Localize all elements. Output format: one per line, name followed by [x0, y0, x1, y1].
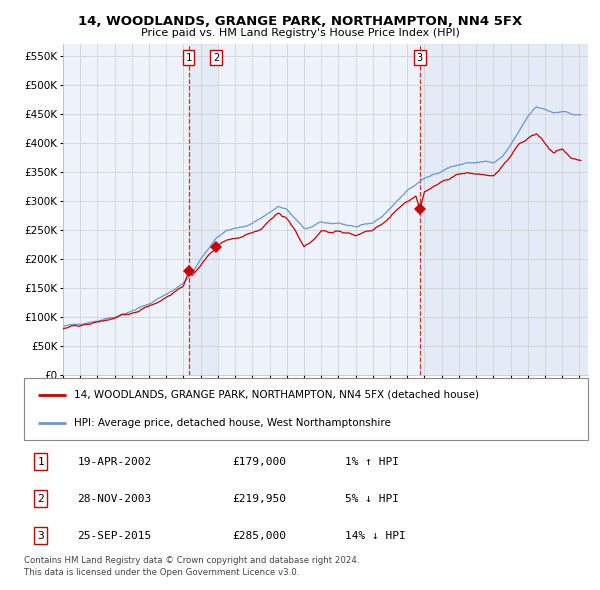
FancyBboxPatch shape	[24, 378, 588, 440]
Text: 1: 1	[185, 53, 192, 63]
Text: Contains HM Land Registry data © Crown copyright and database right 2024.
This d: Contains HM Land Registry data © Crown c…	[24, 556, 359, 577]
Text: 19-APR-2002: 19-APR-2002	[77, 457, 152, 467]
Text: 14% ↓ HPI: 14% ↓ HPI	[346, 530, 406, 540]
Text: 28-NOV-2003: 28-NOV-2003	[77, 494, 152, 503]
Text: 5% ↓ HPI: 5% ↓ HPI	[346, 494, 400, 503]
Text: 2: 2	[38, 494, 44, 503]
Text: 2: 2	[213, 53, 220, 63]
Text: HPI: Average price, detached house, West Northamptonshire: HPI: Average price, detached house, West…	[74, 418, 391, 428]
Text: 25-SEP-2015: 25-SEP-2015	[77, 530, 152, 540]
Text: 3: 3	[38, 530, 44, 540]
Text: £219,950: £219,950	[233, 494, 287, 503]
Text: £285,000: £285,000	[233, 530, 287, 540]
Text: 1% ↑ HPI: 1% ↑ HPI	[346, 457, 400, 467]
Bar	[420, 44, 588, 375]
Text: 1: 1	[38, 457, 44, 467]
Text: £179,000: £179,000	[233, 457, 287, 467]
Text: Price paid vs. HM Land Registry's House Price Index (HPI): Price paid vs. HM Land Registry's House …	[140, 28, 460, 38]
Bar	[188, 44, 216, 375]
Text: 14, WOODLANDS, GRANGE PARK, NORTHAMPTON, NN4 5FX: 14, WOODLANDS, GRANGE PARK, NORTHAMPTON,…	[78, 15, 522, 28]
Text: 14, WOODLANDS, GRANGE PARK, NORTHAMPTON, NN4 5FX (detached house): 14, WOODLANDS, GRANGE PARK, NORTHAMPTON,…	[74, 390, 479, 400]
Text: 3: 3	[417, 53, 423, 63]
